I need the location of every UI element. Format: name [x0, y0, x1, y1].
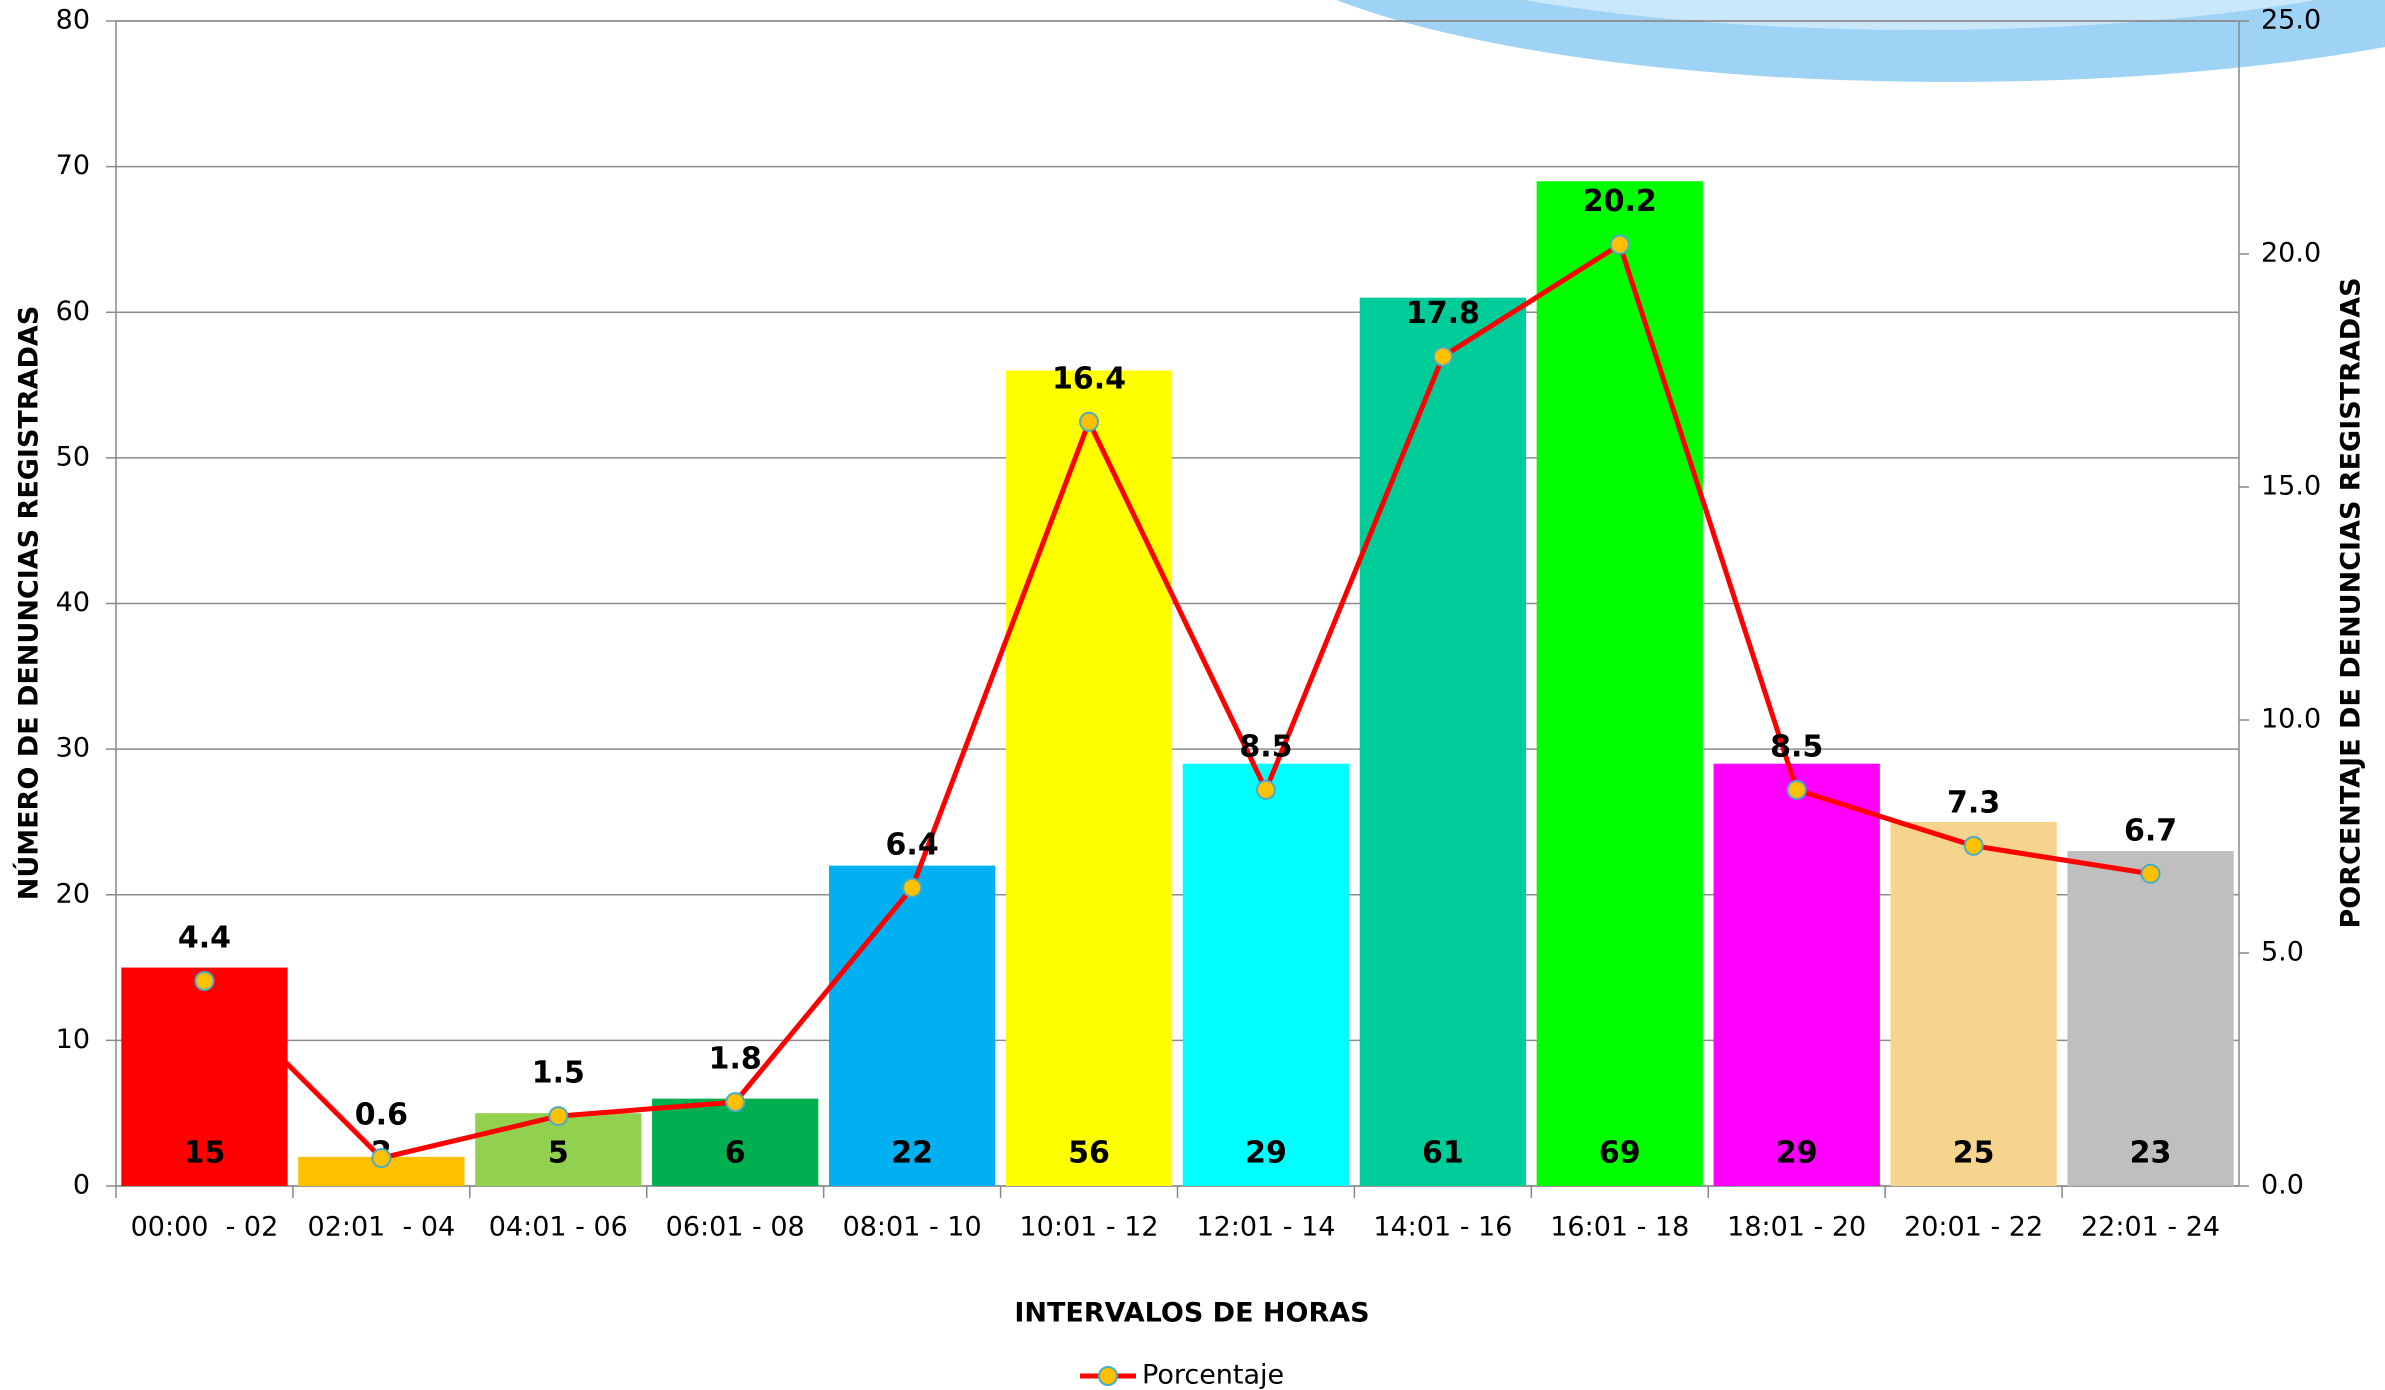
bar: [1890, 821, 2057, 1186]
bar: [2067, 851, 2234, 1186]
line-marker: [2140, 863, 2161, 884]
x-tick-label: 20:01 - 22: [1904, 1212, 2043, 1243]
bar: [121, 967, 288, 1186]
line-value-label: 7.3: [1947, 785, 2000, 820]
bar-value-label: 29: [1245, 1136, 1287, 1171]
x-tick-label: 02:01 - 04: [308, 1212, 456, 1243]
line-marker: [371, 1148, 392, 1169]
bar-value-label: 5: [548, 1136, 569, 1171]
bar: [1182, 763, 1350, 1186]
line-value-label: 20.2: [1583, 184, 1657, 219]
y-tick-label: 40: [56, 587, 90, 618]
line-value-label: 16.4: [1052, 361, 1126, 396]
y2-tick-label: 25.0: [2261, 5, 2321, 36]
line-marker: [1963, 835, 1984, 856]
bar-value-label: 15: [184, 1136, 226, 1171]
line-marker: [725, 1092, 746, 1113]
bar-value-label: 6: [725, 1136, 746, 1171]
line-marker: [1786, 779, 1807, 800]
x-tick-label: 14:01 - 16: [1373, 1212, 1512, 1243]
line-marker: [1432, 346, 1453, 367]
y2-tick-label: 20.0: [2261, 238, 2321, 269]
x-tick-label: 00:00 - 02: [131, 1212, 279, 1243]
line-value-label: 8.5: [1239, 729, 1292, 764]
bar: [1359, 297, 1527, 1186]
line-value-label: 4.4: [178, 920, 231, 955]
x-tick-label: 06:01 - 08: [666, 1212, 805, 1243]
bar: [1005, 370, 1173, 1186]
bar-value-label: 29: [1776, 1136, 1818, 1171]
y2-tick-label: 15.0: [2261, 471, 2321, 502]
x-tick-label: 04:01 - 06: [489, 1212, 628, 1243]
y-tick-label: 80: [56, 5, 90, 36]
line-value-label: 6.7: [2124, 813, 2177, 848]
line-value-label: 1.5: [532, 1056, 585, 1091]
line-marker: [902, 877, 923, 898]
x-tick-label: 12:01 - 14: [1196, 1212, 1335, 1243]
y-tick-label: 30: [56, 733, 90, 764]
bar-value-label: 69: [1599, 1136, 1641, 1171]
y-axis-title: NÚMERO DE DENUNCIAS REGISTRADAS: [13, 306, 45, 901]
line-marker: [194, 970, 215, 991]
legend-marker: [1098, 1366, 1118, 1386]
bar-value-label: 25: [1953, 1136, 1995, 1171]
line-marker: [1255, 779, 1276, 800]
y2-tick-label: 10.0: [2261, 704, 2321, 735]
y-tick-label: 0: [73, 1170, 90, 1201]
line-value-label: 17.8: [1406, 296, 1480, 331]
line-marker: [548, 1106, 569, 1127]
line-marker: [1609, 234, 1630, 255]
y-tick-label: 50: [56, 441, 90, 472]
y-tick-label: 60: [56, 296, 90, 327]
line: [202, 242, 2151, 1161]
bar: [828, 865, 996, 1186]
x-tick-label: 10:01 - 12: [1020, 1212, 1159, 1243]
decoration: [1336, 0, 2385, 82]
y2-tick-label: 5.0: [2261, 937, 2304, 968]
bar-value-label: 56: [1068, 1136, 1110, 1171]
line-value-label: 6.4: [886, 827, 939, 862]
bar: [1536, 181, 1703, 1186]
y2-tick-label: 0.0: [2261, 1170, 2304, 1201]
bar: [652, 1098, 819, 1186]
line-value-label: 1.8: [709, 1042, 762, 1077]
x-tick-label: 18:01 - 20: [1727, 1212, 1866, 1243]
bar-value-label: 61: [1422, 1136, 1464, 1171]
y2-axis-title: PORCENTAJE DE DENUNCIAS REGISTRADAS: [2336, 277, 2367, 928]
bar-value-label: 22: [891, 1136, 933, 1171]
line-value-label: 0.6: [355, 1098, 408, 1133]
x-axis-title: INTERVALOS DE HORAS: [1014, 1298, 1369, 1329]
x-tick-label: 22:01 - 24: [2081, 1212, 2220, 1243]
bar-value-label: 23: [2130, 1136, 2172, 1171]
y-tick-label: 20: [56, 878, 90, 909]
legend-label: Porcentaje: [1142, 1360, 1284, 1390]
line-value-label: 8.5: [1770, 729, 1823, 764]
x-tick-label: 16:01 - 18: [1550, 1212, 1689, 1243]
y-tick-label: 70: [56, 150, 90, 181]
x-tick-label: 08:01 - 10: [843, 1212, 982, 1243]
line-marker: [1079, 411, 1100, 432]
bar: [1713, 763, 1880, 1186]
y-tick-label: 10: [56, 1024, 90, 1055]
